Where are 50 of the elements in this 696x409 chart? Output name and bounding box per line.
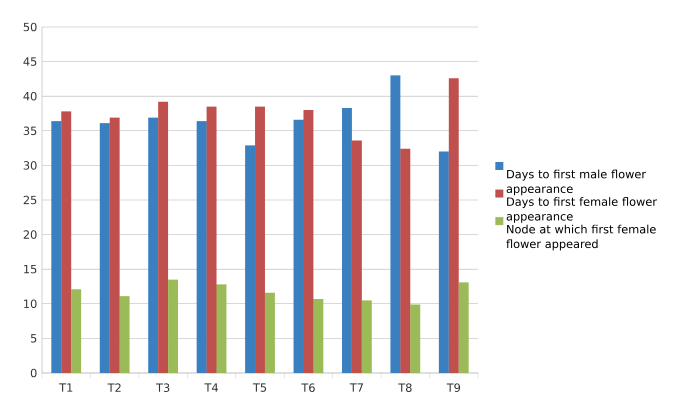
bar (110, 118, 120, 373)
bar (61, 111, 72, 373)
y-tick-label: 15 (24, 264, 36, 274)
bar (255, 106, 265, 373)
x-tick-label: T6 (301, 383, 315, 392)
legend-label: Days to first female flower appearance (506, 197, 657, 223)
y-tick-label: 25 (24, 196, 36, 204)
x-tick-label: T2 (108, 383, 121, 392)
y-tick-label: 0 (30, 368, 37, 378)
bar (342, 108, 352, 373)
legend-label: Days to first male flower appearance (506, 170, 646, 196)
bar (245, 145, 256, 373)
bar (120, 296, 130, 373)
x-tick-label: T5 (252, 383, 266, 392)
y-tick-label: 20 (24, 230, 37, 239)
legend-label: Node at which first female flower appeared (506, 224, 656, 250)
x-tick-label: T3 (156, 383, 170, 392)
x-tick-label: T8 (398, 383, 412, 392)
y-tick-label: 10 (24, 300, 37, 308)
bar (294, 120, 304, 373)
bar (216, 284, 226, 373)
y-tick-label: 45 (23, 57, 36, 66)
bar (362, 300, 372, 373)
x-tick-label: T1 (59, 383, 72, 392)
bar (264, 292, 275, 373)
bar (71, 289, 82, 373)
x-tick-label: T4 (204, 383, 218, 392)
x-tick-label: T7 (350, 383, 363, 392)
y-tick-label: 50 (24, 22, 37, 32)
x-tick-label: T9 (446, 383, 460, 392)
bar (410, 304, 420, 373)
bar (206, 106, 217, 373)
bar (313, 298, 324, 373)
bar (390, 75, 400, 373)
bar (303, 110, 314, 373)
bar (352, 140, 362, 373)
bar (158, 102, 168, 373)
y-tick-label: 30 (24, 161, 37, 170)
bar (458, 282, 469, 373)
y-tick-label: 40 (23, 92, 37, 100)
bar (448, 78, 459, 373)
bar (148, 118, 158, 373)
bar (51, 121, 62, 373)
bar (438, 152, 449, 373)
bar (196, 121, 207, 373)
bar (168, 280, 178, 373)
y-tick-label: 5 (30, 334, 36, 343)
y-tick-label: 35 (24, 126, 36, 136)
bar (100, 123, 110, 373)
bar (400, 148, 410, 373)
